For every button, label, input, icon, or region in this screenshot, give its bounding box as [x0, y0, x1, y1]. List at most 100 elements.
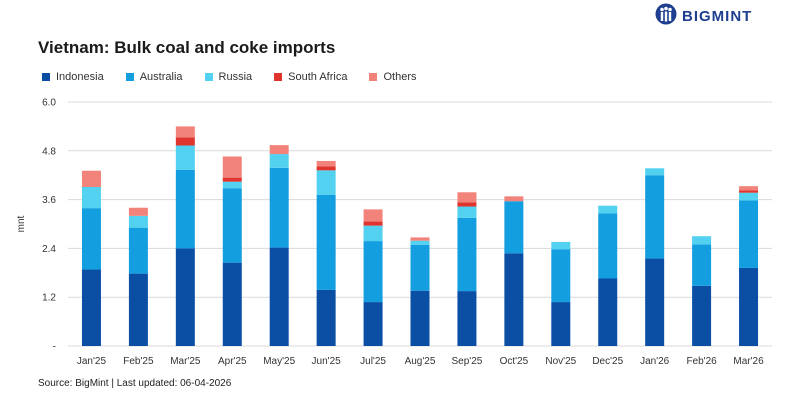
x-tick-label: May'25: [263, 356, 295, 367]
bar-segment: [739, 267, 759, 346]
bar-segment: [598, 213, 618, 279]
bar-segment: [81, 269, 101, 346]
bar-segment: [81, 186, 101, 209]
bar-segment: [128, 227, 148, 274]
legend-swatch: [274, 73, 283, 81]
source-note: Source: BigMint | Last updated: 06-04-20…: [38, 378, 232, 389]
bar-segment: [316, 170, 336, 195]
x-tick-label: Aug'25: [405, 356, 436, 367]
brand-name: BIGMINT: [682, 7, 753, 25]
bar-segment: [269, 247, 289, 346]
bar-segment: [316, 160, 336, 167]
x-tick-label: Oct'25: [500, 356, 529, 367]
x-tick-label: Feb'25: [123, 356, 154, 367]
x-tick-label: Jan'26: [640, 356, 670, 367]
legend-label: South Africa: [288, 71, 348, 83]
bar-segment: [222, 188, 242, 263]
legend-label: Australia: [139, 71, 183, 83]
bar-segment: [692, 244, 712, 286]
bar-segment: [645, 175, 665, 259]
bar-segment: [739, 190, 759, 193]
bar-segment: [363, 209, 383, 222]
x-tick-label: Mar'26: [733, 356, 764, 367]
bar-segment: [222, 156, 242, 178]
y-tick-label: 3.6: [42, 195, 56, 206]
bar-segment: [363, 221, 383, 226]
bar-segment: [457, 192, 477, 203]
bar-segment: [739, 192, 759, 201]
bar-segment: [551, 241, 571, 250]
bar-segment: [598, 278, 618, 346]
bar-segment: [692, 285, 712, 346]
bar-segment: [739, 186, 759, 191]
legend-item: Indonesia: [42, 71, 104, 83]
bigmint-people-icon: [654, 3, 678, 30]
legend-item: Russia: [204, 71, 253, 83]
x-tick-label: Apr'25: [218, 356, 247, 367]
bar-segment: [222, 181, 242, 189]
bar-segment: [175, 248, 195, 346]
legend-label: Others: [383, 71, 417, 83]
y-tick-label: -: [53, 342, 56, 353]
legend-swatch: [42, 73, 50, 81]
chart-legend: Indonesia Australia Russia South Africa Othe…: [42, 71, 416, 83]
bar-segment: [81, 208, 101, 270]
bar-segment: [551, 302, 571, 346]
x-tick-label: Jun'25: [312, 356, 342, 367]
bar-segment: [504, 253, 524, 346]
bar-segment: [363, 302, 383, 346]
y-tick-label: 4.8: [42, 146, 56, 157]
y-tick-label: 2.4: [42, 244, 56, 255]
bar-segment: [175, 126, 195, 138]
bar-segment: [410, 240, 430, 245]
bar-segment: [457, 217, 477, 292]
bar-segment: [504, 201, 524, 254]
bar-segment: [363, 225, 383, 242]
bar-segment: [457, 291, 477, 346]
bar-segment: [645, 168, 665, 176]
chart-title: Vietnam: Bulk coal and coke imports: [38, 38, 336, 57]
x-tick-label: Jul'25: [360, 356, 386, 367]
bar-segment: [222, 262, 242, 346]
y-axis-label: mnt: [16, 215, 27, 232]
bar-segment: [175, 145, 195, 170]
bar-segment: [551, 249, 571, 303]
brand-logo: BIGMINT: [654, 3, 753, 30]
legend-label: Russia: [218, 71, 253, 83]
legend-item: Australia: [125, 71, 183, 83]
bar-segment: [175, 169, 195, 249]
y-tick-label: 1.2: [42, 293, 56, 304]
bar-segment: [410, 237, 430, 241]
bar-segment: [645, 258, 665, 346]
x-tick-label: Mar'25: [170, 356, 201, 367]
x-tick-label: Sep'25: [452, 356, 483, 367]
y-tick-label: 6.0: [42, 98, 56, 109]
bar-segment: [457, 206, 477, 218]
x-tick-label: Jan'25: [77, 356, 107, 367]
x-tick-label: Nov'25: [545, 356, 576, 367]
x-tick-label: Dec'25: [592, 356, 623, 367]
bar-segment: [128, 215, 148, 228]
legend-label: Indonesia: [56, 71, 104, 83]
bar-segment: [316, 289, 336, 346]
bar-segment: [81, 170, 101, 187]
bar-segment: [222, 177, 242, 182]
legend-swatch: [125, 73, 134, 81]
bar-segment: [692, 236, 712, 245]
bar-segment: [269, 154, 289, 168]
bar-segment: [316, 194, 336, 290]
legend-item: Others: [369, 71, 416, 83]
bar-segment: [128, 273, 148, 346]
bar-segment: [316, 166, 336, 171]
bar-segment: [410, 290, 430, 346]
bar-segment: [128, 207, 148, 216]
bar-segment: [598, 205, 618, 214]
bar-segment: [269, 167, 289, 248]
legend-swatch: [204, 73, 213, 81]
bar-segment: [504, 196, 524, 202]
legend-item: South Africa: [274, 71, 347, 83]
bar-segment: [363, 241, 383, 303]
bar-segment: [410, 244, 430, 291]
bar-segment: [739, 200, 759, 268]
